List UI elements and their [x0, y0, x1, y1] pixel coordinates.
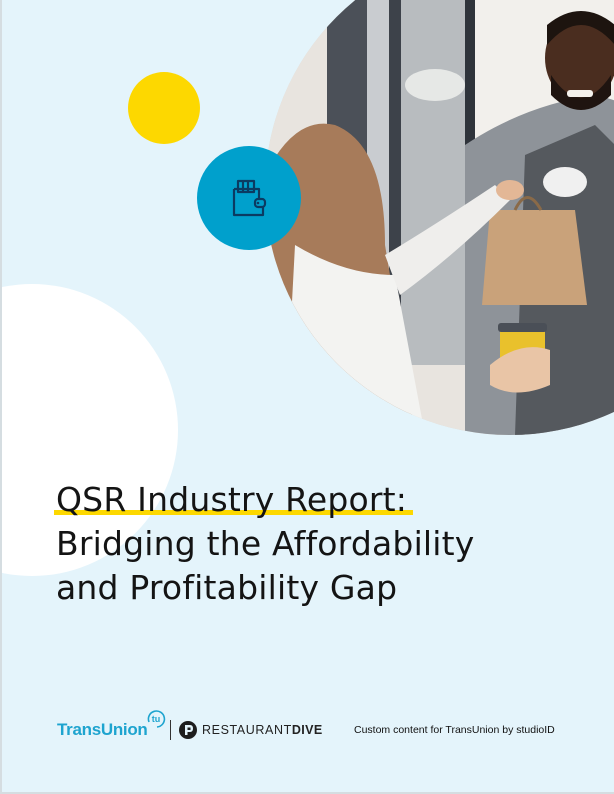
title-line-1: QSR Industry Report: [53, 478, 414, 522]
svg-text:tu: tu [152, 714, 161, 724]
restaurant-dive-logo: RESTAURANTDIVE [179, 721, 323, 739]
title-line-3: and Profitability Gap [56, 568, 398, 607]
wallet-badge [197, 146, 301, 250]
yellow-dot-decoration [128, 72, 200, 144]
footer: TransUnion tu RESTAURANTDIVE Custom cont… [56, 706, 614, 746]
restaurant-dive-word-bold: DIVE [291, 723, 323, 737]
wallet-icon [232, 179, 267, 217]
logo-divider [170, 720, 171, 740]
hero-photo [265, 0, 614, 435]
sponsor-credit: Custom content for TransUnion by studioI… [354, 724, 555, 736]
transunion-tu-mark-icon: tu [147, 710, 166, 728]
report-title: QSR Industry Report: Bridging the Afford… [53, 478, 475, 610]
title-line-2: Bridging the Affordability [56, 524, 475, 563]
transunion-wordmark: TransUnion [57, 720, 148, 739]
transunion-logo: TransUnion tu [56, 706, 171, 742]
restaurant-dive-word-regular: RESTAURANT [202, 723, 292, 737]
restaurant-dive-icon [179, 721, 197, 739]
